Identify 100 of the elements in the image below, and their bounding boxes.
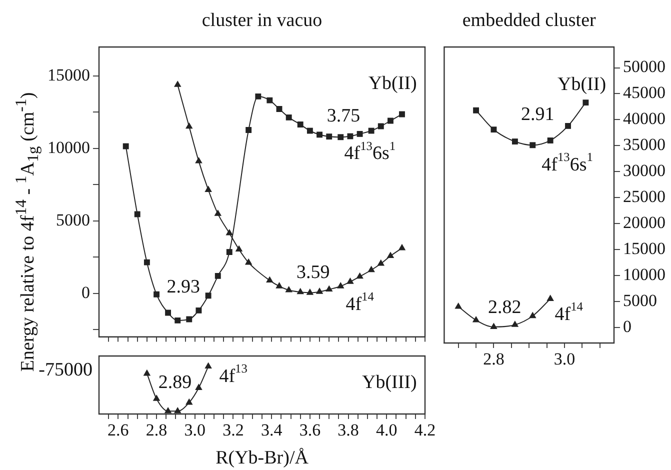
point <box>226 249 232 256</box>
chart-title: embedded cluster <box>462 10 596 32</box>
annotation: Yb(III) <box>362 372 417 394</box>
point <box>244 258 252 265</box>
point <box>185 398 193 405</box>
point <box>285 286 292 292</box>
point <box>204 186 212 192</box>
point <box>338 134 344 140</box>
point <box>286 114 292 120</box>
point <box>490 126 497 133</box>
point <box>326 134 332 140</box>
point <box>399 111 405 118</box>
x-tick-label: 3.6 <box>299 420 321 440</box>
y-tick-label: 15000 <box>48 65 90 84</box>
y-tick-label: 0 <box>623 316 632 336</box>
point <box>325 285 333 292</box>
point <box>356 272 364 279</box>
point <box>174 406 182 414</box>
y-tick-label: 10000 <box>623 264 666 284</box>
y-tick-label: 40000 <box>623 109 666 128</box>
point <box>347 133 354 140</box>
point <box>454 302 462 309</box>
point <box>276 106 282 112</box>
point <box>377 259 385 266</box>
point <box>165 310 172 316</box>
x-tick-label: 3.4 <box>260 420 283 440</box>
point <box>306 128 313 134</box>
point <box>529 312 536 318</box>
point <box>368 128 374 134</box>
point <box>346 278 354 284</box>
point <box>152 394 160 401</box>
annotation: 2.89 <box>158 372 192 394</box>
point <box>582 100 589 106</box>
point <box>144 259 150 266</box>
point <box>547 138 554 144</box>
point <box>512 138 518 144</box>
point <box>134 211 140 218</box>
point <box>174 80 182 87</box>
annotation: 2.93 <box>166 276 200 298</box>
x-tick-label: 3.0 <box>184 420 206 440</box>
y-tick-label: 5000 <box>56 210 90 230</box>
x-tick-label: 2.8 <box>483 350 504 369</box>
point <box>511 320 519 327</box>
point <box>164 406 172 414</box>
x-axis-title: R(Yb-Br)/Å <box>216 448 309 469</box>
point <box>546 294 554 301</box>
point <box>336 282 344 288</box>
point <box>255 93 262 100</box>
point <box>378 123 384 130</box>
point <box>185 122 193 129</box>
x-tick-label: 3.8 <box>338 420 359 440</box>
point <box>490 322 498 329</box>
x-tick-label: 4.2 <box>414 420 436 440</box>
point <box>266 97 273 104</box>
y-tick-label: 30000 <box>623 161 666 180</box>
annotation: 2.91 <box>520 104 554 126</box>
point <box>530 142 536 148</box>
point <box>386 252 394 258</box>
point <box>368 266 375 272</box>
point <box>565 122 571 129</box>
point <box>122 143 129 150</box>
y-tick-label: 15000 <box>623 238 666 258</box>
point <box>196 307 202 314</box>
point <box>297 122 304 128</box>
text: -75000 <box>38 359 92 380</box>
y-tick-label: 10000 <box>48 138 90 157</box>
point <box>174 317 181 324</box>
y-tick-label: 5000 <box>623 290 657 310</box>
x-tick-label: 2.8 <box>146 420 168 440</box>
point <box>186 316 192 322</box>
point <box>214 272 221 279</box>
point <box>398 244 406 250</box>
x-tick-label: 3.2 <box>222 420 244 440</box>
y-tick-label: 0 <box>82 282 90 302</box>
point <box>276 282 283 288</box>
x-tick-label: 4.0 <box>376 420 398 440</box>
annotation: 3.75 <box>326 106 360 127</box>
point <box>472 316 480 322</box>
point <box>195 384 202 390</box>
y-tick-label: 25000 <box>623 187 666 206</box>
point <box>296 288 304 294</box>
y-tick-label: 20000 <box>623 213 666 232</box>
y-tick-label: 45000 <box>623 83 666 102</box>
point <box>316 288 324 294</box>
chart-title: cluster in vacuo <box>202 10 322 32</box>
y-tick-label: 50000 <box>623 57 666 76</box>
point <box>226 228 234 236</box>
point <box>473 107 480 114</box>
point <box>154 291 160 298</box>
point <box>214 210 222 216</box>
annotation: 3.59 <box>296 262 330 284</box>
point <box>388 118 394 124</box>
point <box>143 369 151 376</box>
point <box>356 130 363 137</box>
point <box>266 276 274 283</box>
x-tick-label: 3.0 <box>554 350 576 369</box>
point <box>235 245 243 252</box>
annotation: Yb(II) <box>368 73 417 94</box>
point <box>316 132 322 138</box>
point <box>204 362 212 369</box>
